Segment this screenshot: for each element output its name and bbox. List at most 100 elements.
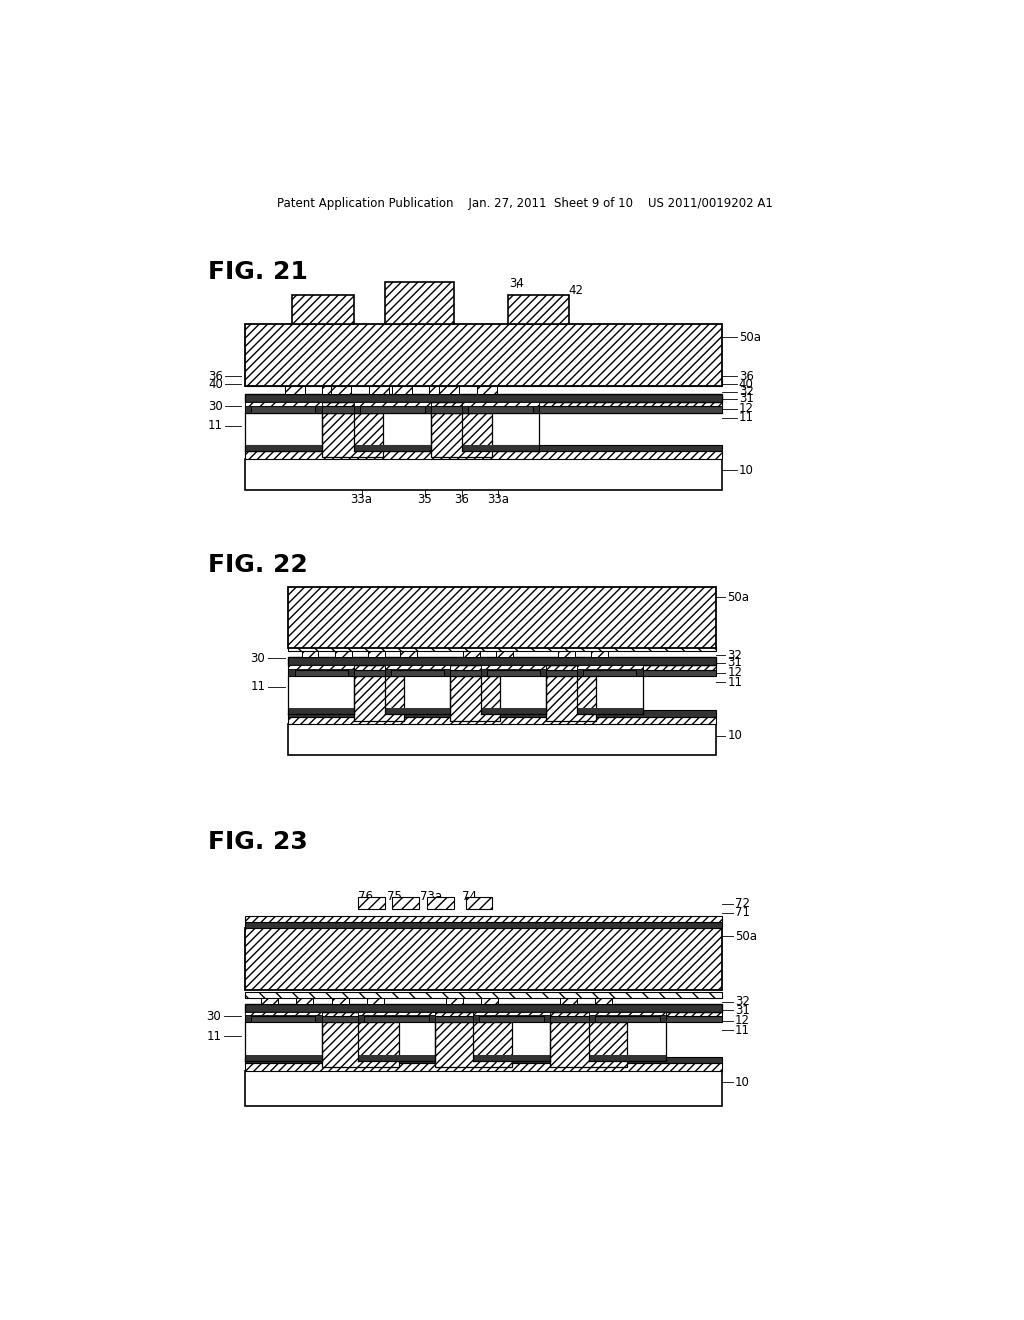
Bar bbox=[637, 665, 643, 676]
Bar bbox=[289, 657, 716, 665]
Bar bbox=[245, 380, 722, 387]
Bar bbox=[335, 651, 351, 657]
Bar bbox=[289, 665, 295, 676]
Bar bbox=[425, 401, 431, 412]
Text: 34: 34 bbox=[510, 277, 524, 289]
Bar bbox=[462, 401, 468, 412]
Bar bbox=[245, 401, 251, 412]
Bar bbox=[245, 445, 322, 451]
Text: 12: 12 bbox=[727, 667, 742, 680]
Bar bbox=[392, 387, 413, 395]
Bar bbox=[659, 1011, 666, 1022]
Bar bbox=[245, 1011, 251, 1022]
Bar bbox=[289, 725, 716, 755]
Bar bbox=[301, 651, 318, 657]
Bar bbox=[477, 387, 497, 395]
Bar bbox=[435, 1022, 512, 1067]
Bar bbox=[322, 1022, 398, 1067]
Bar bbox=[289, 676, 716, 721]
Bar bbox=[315, 401, 322, 412]
Text: 36: 36 bbox=[208, 370, 223, 383]
Text: FIG. 23: FIG. 23 bbox=[208, 830, 307, 854]
Text: 75: 75 bbox=[387, 890, 402, 903]
Text: 32: 32 bbox=[727, 648, 742, 661]
Bar bbox=[578, 665, 643, 669]
Bar bbox=[541, 665, 547, 676]
Text: 11: 11 bbox=[727, 676, 742, 689]
Bar bbox=[547, 676, 596, 721]
Bar bbox=[285, 387, 304, 395]
Bar bbox=[473, 1011, 550, 1015]
Bar bbox=[245, 393, 722, 401]
Text: 11: 11 bbox=[208, 418, 223, 432]
Text: 31: 31 bbox=[735, 1003, 750, 1016]
Bar bbox=[261, 998, 279, 1003]
Bar bbox=[289, 709, 354, 714]
Bar bbox=[245, 1063, 722, 1071]
Bar bbox=[392, 896, 419, 909]
Text: 74: 74 bbox=[462, 890, 477, 903]
Text: FIG. 22: FIG. 22 bbox=[208, 553, 307, 577]
Bar bbox=[544, 1011, 550, 1022]
Bar bbox=[245, 445, 722, 451]
Bar bbox=[245, 916, 722, 923]
Bar bbox=[357, 1055, 435, 1061]
Text: Patent Application Publication    Jan. 27, 2011  Sheet 9 of 10    US 2011/001920: Patent Application Publication Jan. 27, … bbox=[276, 197, 773, 210]
Bar bbox=[589, 1011, 595, 1022]
Text: 36: 36 bbox=[739, 370, 754, 383]
Text: 33a: 33a bbox=[486, 492, 509, 506]
Text: 35: 35 bbox=[418, 492, 432, 506]
Bar bbox=[481, 709, 547, 714]
Bar bbox=[245, 451, 722, 459]
Text: 30: 30 bbox=[208, 400, 223, 413]
Text: 42: 42 bbox=[407, 284, 422, 297]
Bar bbox=[591, 651, 608, 657]
Text: 11: 11 bbox=[739, 412, 754, 425]
Bar bbox=[245, 928, 722, 990]
Bar bbox=[431, 413, 493, 457]
Bar bbox=[385, 665, 451, 669]
Bar bbox=[589, 1055, 666, 1061]
Bar bbox=[367, 998, 384, 1003]
Bar bbox=[385, 665, 391, 676]
Bar bbox=[245, 1011, 722, 1016]
Bar bbox=[354, 401, 431, 405]
Text: 40: 40 bbox=[739, 378, 754, 391]
Bar bbox=[296, 998, 313, 1003]
Bar bbox=[429, 1011, 435, 1022]
Text: FIG. 21: FIG. 21 bbox=[208, 260, 307, 284]
Text: 31: 31 bbox=[739, 392, 754, 405]
Bar bbox=[357, 1011, 364, 1022]
Bar bbox=[245, 401, 722, 407]
Bar bbox=[385, 709, 451, 714]
Bar bbox=[466, 896, 493, 909]
Text: 10: 10 bbox=[735, 1076, 750, 1089]
Bar bbox=[462, 445, 539, 451]
Text: 12: 12 bbox=[739, 403, 754, 416]
Text: 73a: 73a bbox=[420, 890, 442, 903]
Bar bbox=[245, 993, 722, 998]
Text: 11: 11 bbox=[207, 1030, 221, 1043]
Text: 31: 31 bbox=[727, 656, 742, 669]
Text: 30: 30 bbox=[207, 1010, 221, 1023]
Bar bbox=[289, 717, 716, 725]
Text: 40: 40 bbox=[208, 378, 223, 391]
Text: 76: 76 bbox=[358, 890, 373, 903]
Text: 42: 42 bbox=[568, 284, 583, 297]
Text: 50a: 50a bbox=[735, 929, 757, 942]
Text: 50a: 50a bbox=[727, 591, 750, 603]
Bar bbox=[245, 323, 722, 385]
Bar bbox=[462, 401, 539, 405]
Bar bbox=[446, 998, 463, 1003]
Bar bbox=[481, 998, 498, 1003]
Text: 11: 11 bbox=[735, 1023, 750, 1036]
Bar bbox=[331, 387, 351, 395]
Bar bbox=[245, 459, 722, 490]
Bar bbox=[245, 401, 322, 405]
Text: 30: 30 bbox=[251, 652, 265, 665]
Bar bbox=[289, 710, 716, 717]
Bar bbox=[473, 1011, 479, 1022]
Bar bbox=[245, 1022, 722, 1067]
Bar bbox=[245, 1055, 322, 1061]
Bar bbox=[595, 998, 611, 1003]
